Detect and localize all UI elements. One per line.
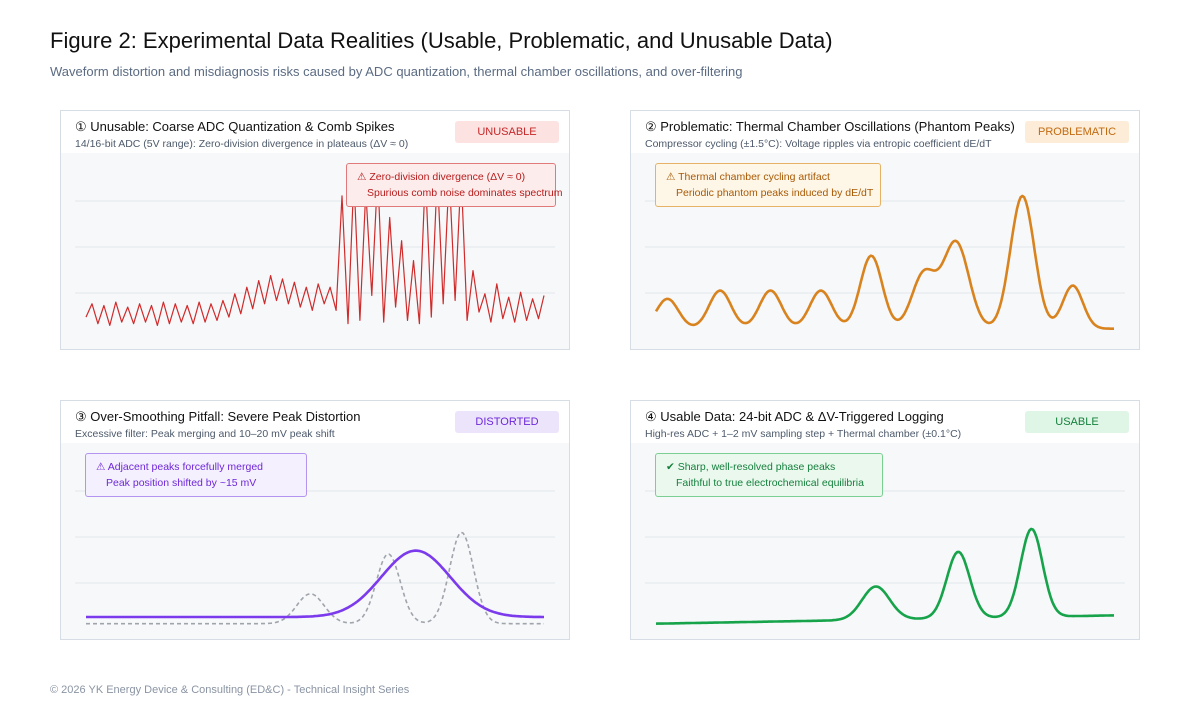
plot-area: ✔ Sharp, well-resolved phase peaks Faith… — [631, 443, 1139, 639]
plot-area: ⚠ Adjacent peaks forcefully merged Peak … — [61, 443, 569, 639]
callout-line2: Periodic phantom peaks induced by dE/dT — [676, 187, 874, 199]
panel-title: ② Problematic: Thermal Chamber Oscillati… — [645, 119, 1015, 134]
panel-usable: ④ Usable Data: 24-bit ADC & ΔV-Triggered… — [630, 400, 1140, 640]
panel-title: ④ Usable Data: 24-bit ADC & ΔV-Triggered… — [645, 409, 944, 424]
raw-reference-line — [86, 531, 544, 625]
callout-line2: Faithful to true electrochemical equilib… — [676, 477, 864, 489]
series-line — [655, 527, 1114, 625]
callout-box: ✔ Sharp, well-resolved phase peaks Faith… — [655, 453, 883, 497]
callout-line1: ⚠ Zero-division divergence (ΔV ≈ 0) — [357, 171, 526, 183]
status-badge: UNUSABLE — [455, 121, 559, 143]
panel-header: ② Problematic: Thermal Chamber Oscillati… — [631, 111, 1139, 154]
callout-box: ⚠ Thermal chamber cycling artifact Perio… — [655, 163, 881, 207]
status-badge: USABLE — [1025, 411, 1129, 433]
panel-header: ③ Over-Smoothing Pitfall: Severe Peak Di… — [61, 401, 569, 444]
callout-line1: ✔ Sharp, well-resolved phase peaks — [666, 461, 836, 473]
panel-title: ③ Over-Smoothing Pitfall: Severe Peak Di… — [75, 409, 361, 424]
callout-line2: Peak position shifted by ~15 mV — [106, 477, 257, 489]
panel-subtitle: Compressor cycling (±1.5°C): Voltage rip… — [645, 138, 992, 150]
panel-subtitle: Excessive filter: Peak merging and 10–20… — [75, 428, 335, 440]
panel-distorted: ③ Over-Smoothing Pitfall: Severe Peak Di… — [60, 400, 570, 640]
status-badge: PROBLEMATIC — [1025, 121, 1129, 143]
callout-line2: Spurious comb noise dominates spectrum — [367, 187, 563, 199]
panel-subtitle: 14/16-bit ADC (5V range): Zero-division … — [75, 138, 409, 150]
figure-subtitle: Waveform distortion and misdiagnosis ris… — [50, 64, 743, 79]
callout-box: ⚠ Zero-division divergence (ΔV ≈ 0) Spur… — [346, 163, 563, 207]
figure-title: Figure 2: Experimental Data Realities (U… — [50, 28, 833, 53]
series-line — [85, 172, 545, 326]
plot-area: ⚠ Thermal chamber cycling artifact Perio… — [631, 153, 1139, 349]
panel-header: ④ Usable Data: 24-bit ADC & ΔV-Triggered… — [631, 401, 1139, 444]
footer-copyright: © 2026 YK Energy Device & Consulting (ED… — [50, 684, 410, 696]
series-line — [86, 549, 544, 619]
panel-problematic: ② Problematic: Thermal Chamber Oscillati… — [630, 110, 1140, 350]
panel-unusable: ① Unusable: Coarse ADC Quantization & Co… — [60, 110, 570, 350]
series-line — [654, 194, 1114, 330]
panel-subtitle: High-res ADC + 1–2 mV sampling step + Th… — [645, 428, 962, 440]
panel-title: ① Unusable: Coarse ADC Quantization & Co… — [75, 119, 395, 134]
callout-box: ⚠ Adjacent peaks forcefully merged Peak … — [85, 453, 307, 497]
callout-line1: ⚠ Thermal chamber cycling artifact — [666, 171, 830, 183]
chart-svg — [75, 490, 555, 625]
plot-area: ⚠ Zero-division divergence (ΔV ≈ 0) Spur… — [61, 153, 569, 349]
status-badge: DISTORTED — [455, 411, 559, 433]
panel-header: ① Unusable: Coarse ADC Quantization & Co… — [61, 111, 569, 154]
callout-line1: ⚠ Adjacent peaks forcefully merged — [96, 461, 264, 473]
